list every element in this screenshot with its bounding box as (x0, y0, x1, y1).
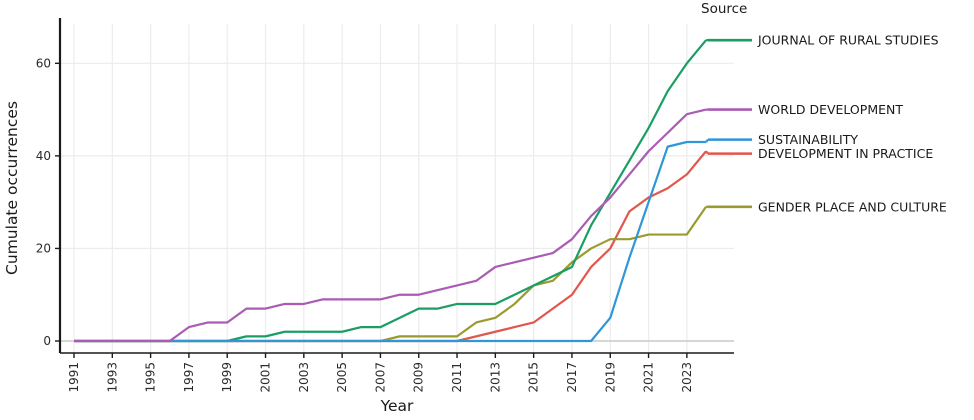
legend: JOURNAL OF RURAL STUDIES WORLD DEVELOPMEN… (705, 33, 947, 214)
legend-label: GENDER PLACE AND CULTURE (758, 199, 947, 214)
x-tick-label: 1991 (67, 362, 81, 393)
series-line-sustainability (74, 140, 707, 343)
x-axis-title: Year (380, 397, 414, 415)
series-line-world-development (74, 108, 707, 343)
legend-leader-line (705, 138, 709, 143)
gridlines (60, 24, 734, 353)
y-tick-label: 0 (43, 334, 51, 348)
series-line-journal-of-rural-studies (74, 39, 707, 343)
x-tick-label: 1993 (105, 362, 119, 393)
series-line-gender-place-and-culture (74, 206, 707, 343)
x-tick-label: 1995 (144, 362, 158, 393)
data-series (74, 39, 707, 343)
legend-leader-line (705, 150, 709, 155)
y-tick-label: 40 (36, 149, 51, 163)
x-tick-label: 2001 (259, 362, 273, 393)
y-tick-label: 20 (36, 241, 51, 255)
legend-label: DEVELOPMENT IN PRACTICE (758, 146, 933, 161)
legend-label: SUSTAINABILITY (758, 132, 858, 147)
legend-title: Source (701, 1, 747, 17)
axes: 0 20 40 60 1991 1993 1995 1997 1999 2001 2003 2005 2… (36, 18, 734, 393)
legend-label: JOURNAL OF RURAL STUDIES (757, 33, 939, 48)
legend-entry: SUSTAINABILITY (705, 132, 858, 147)
x-tick-label: 2021 (642, 362, 656, 393)
x-tick-label: 2005 (335, 362, 349, 393)
x-tick-label: 2023 (680, 362, 694, 393)
legend-entry: JOURNAL OF RURAL STUDIES (706, 33, 939, 48)
x-tick-label: 2011 (450, 362, 464, 393)
x-tick-label: 2015 (527, 362, 541, 393)
x-tick-label: 2013 (488, 362, 502, 393)
x-tick-label: 2003 (297, 362, 311, 393)
x-tick-label: 2007 (373, 362, 387, 393)
y-axis-title: Cumulate occurrences (3, 101, 21, 275)
x-tick-label: 2019 (603, 362, 617, 393)
legend-entry: DEVELOPMENT IN PRACTICE (705, 146, 933, 161)
legend-entry: GENDER PLACE AND CULTURE (706, 199, 947, 214)
x-tick-label: 1999 (220, 362, 234, 393)
legend-label: WORLD DEVELOPMENT (758, 102, 903, 117)
x-tick-label: 2017 (565, 362, 579, 393)
x-tick-label: 1997 (182, 362, 196, 393)
y-tick-label: 60 (36, 56, 51, 70)
x-tick-label: 2009 (412, 362, 426, 393)
legend-entry: WORLD DEVELOPMENT (706, 102, 903, 117)
